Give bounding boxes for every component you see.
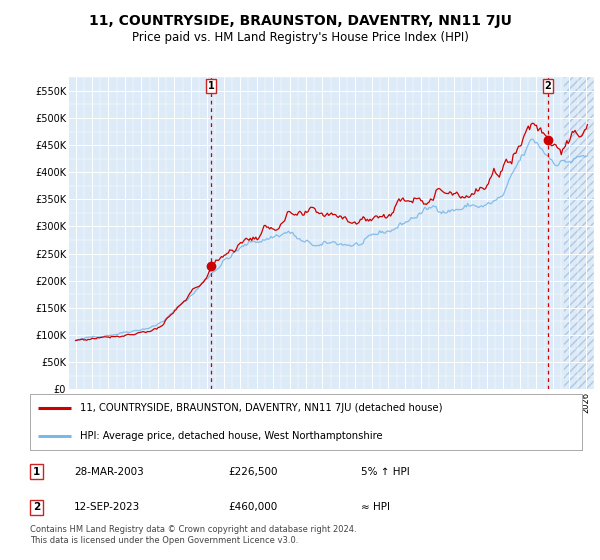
Text: 1: 1 (208, 81, 215, 91)
Text: Contains HM Land Registry data © Crown copyright and database right 2024.
This d: Contains HM Land Registry data © Crown c… (30, 525, 356, 545)
Text: 11, COUNTRYSIDE, BRAUNSTON, DAVENTRY, NN11 7JU: 11, COUNTRYSIDE, BRAUNSTON, DAVENTRY, NN… (89, 14, 511, 28)
Text: 28-MAR-2003: 28-MAR-2003 (74, 466, 144, 477)
Text: 11, COUNTRYSIDE, BRAUNSTON, DAVENTRY, NN11 7JU (detached house): 11, COUNTRYSIDE, BRAUNSTON, DAVENTRY, NN… (80, 403, 442, 413)
Text: HPI: Average price, detached house, West Northamptonshire: HPI: Average price, detached house, West… (80, 431, 382, 441)
Text: 2: 2 (545, 81, 551, 91)
Text: ≈ HPI: ≈ HPI (361, 502, 390, 512)
Text: 1: 1 (33, 466, 40, 477)
Text: £226,500: £226,500 (229, 466, 278, 477)
Text: Price paid vs. HM Land Registry's House Price Index (HPI): Price paid vs. HM Land Registry's House … (131, 31, 469, 44)
Text: £460,000: £460,000 (229, 502, 278, 512)
Text: 2: 2 (33, 502, 40, 512)
Text: 12-SEP-2023: 12-SEP-2023 (74, 502, 140, 512)
Bar (565, 77, 594, 389)
Text: 5% ↑ HPI: 5% ↑ HPI (361, 466, 410, 477)
